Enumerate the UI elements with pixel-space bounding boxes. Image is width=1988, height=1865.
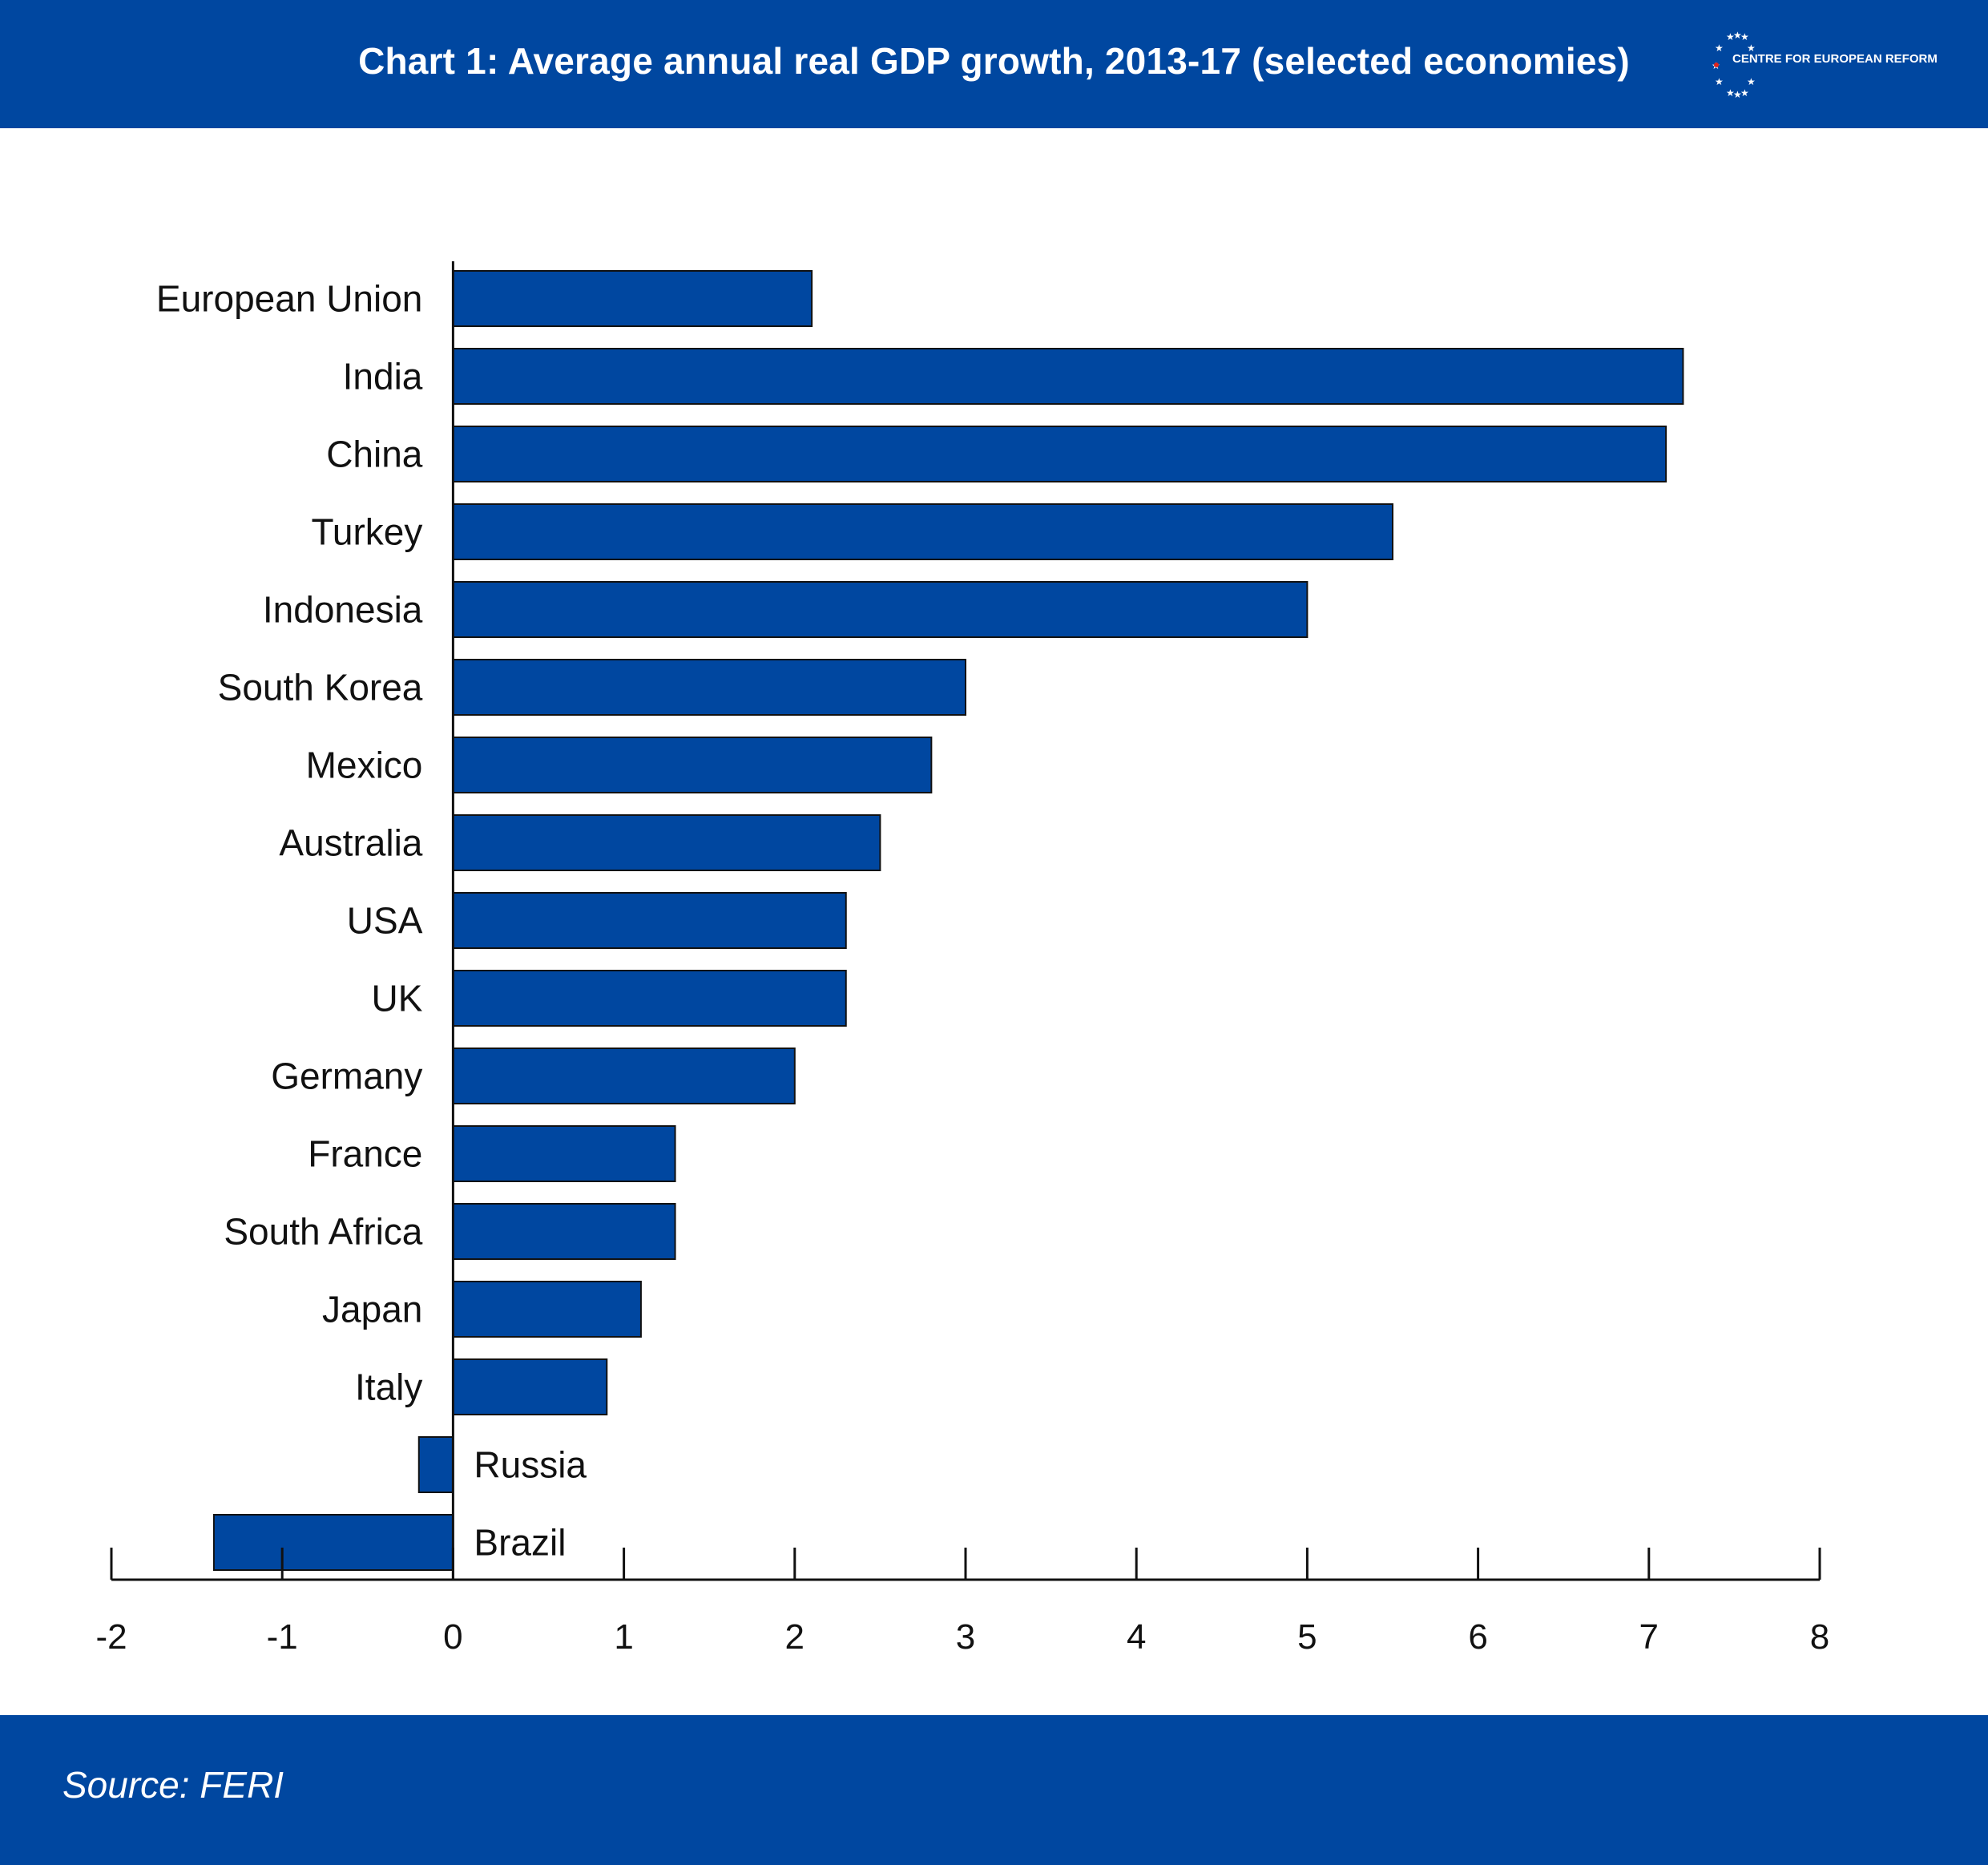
bar xyxy=(452,659,966,716)
footer-bar xyxy=(0,1715,1988,1865)
bar xyxy=(452,1048,796,1104)
category-label: UK xyxy=(371,978,422,1019)
svg-text:★: ★ xyxy=(1715,76,1724,87)
category-label: Brazil xyxy=(474,1522,566,1564)
bar-chart: European Union India China Turkey Indonesia S… xyxy=(95,261,1829,1657)
x-tick-label: 3 xyxy=(956,1617,975,1657)
bar xyxy=(452,892,847,949)
category-label: Italy xyxy=(355,1366,422,1408)
category-label: India xyxy=(343,356,423,398)
bar xyxy=(452,426,1667,482)
chart-title: Chart 1: Average annual real GDP growth,… xyxy=(358,40,1630,82)
x-tick-label: -1 xyxy=(267,1617,298,1657)
bar xyxy=(452,1281,642,1338)
svg-text:★: ★ xyxy=(1747,76,1756,87)
category-label: Australia xyxy=(279,822,422,864)
svg-text:★: ★ xyxy=(1715,42,1724,54)
category-label: Turkey xyxy=(312,511,423,553)
category-label: Indonesia xyxy=(263,589,423,631)
bar xyxy=(452,270,813,327)
bar xyxy=(452,970,847,1027)
svg-text:★: ★ xyxy=(1733,89,1742,100)
x-tick-label: 7 xyxy=(1639,1617,1659,1657)
svg-text:★: ★ xyxy=(1747,42,1756,54)
category-label: Mexico xyxy=(306,745,423,786)
x-tick-label: 5 xyxy=(1297,1617,1317,1657)
svg-text:★: ★ xyxy=(1740,87,1749,99)
bar xyxy=(452,1358,608,1415)
category-label: Japan xyxy=(322,1289,422,1330)
x-tick-label: 6 xyxy=(1468,1617,1487,1657)
x-tick-label: -2 xyxy=(95,1617,127,1657)
category-label: South Africa xyxy=(224,1211,422,1253)
bar xyxy=(452,348,1684,405)
category-label: European Union xyxy=(156,278,422,320)
header-bar xyxy=(0,0,1988,128)
bar xyxy=(452,1203,676,1260)
category-label: China xyxy=(326,434,423,475)
bar xyxy=(452,1125,676,1182)
svg-text:★: ★ xyxy=(1726,31,1735,42)
x-tick-label: 2 xyxy=(785,1617,804,1657)
svg-text:★: ★ xyxy=(1733,30,1742,41)
source-note: Source: FERI xyxy=(63,1764,284,1806)
eu-star-ring-icon: ★★★ ★★ ★★ ★★★ ★ xyxy=(1712,30,1756,100)
category-label: South Korea xyxy=(218,667,423,708)
category-label: France xyxy=(308,1133,422,1175)
bar xyxy=(452,737,933,793)
bar xyxy=(452,503,1393,560)
category-label: Germany xyxy=(271,1056,422,1097)
x-tick-label: 0 xyxy=(443,1617,462,1657)
bar xyxy=(212,1514,454,1571)
svg-text:★: ★ xyxy=(1740,31,1749,42)
category-label: USA xyxy=(347,900,423,942)
svg-text:★: ★ xyxy=(1726,87,1735,99)
bar xyxy=(452,814,881,871)
x-tick-label: 1 xyxy=(614,1617,633,1657)
x-tick-label: 4 xyxy=(1127,1617,1146,1657)
category-label: Russia xyxy=(474,1444,587,1486)
bar xyxy=(452,581,1309,638)
logo-text: CENTRE FOR EUROPEAN REFORM xyxy=(1732,52,1938,66)
bar xyxy=(417,1436,454,1493)
x-tick-label: 8 xyxy=(1810,1617,1829,1657)
